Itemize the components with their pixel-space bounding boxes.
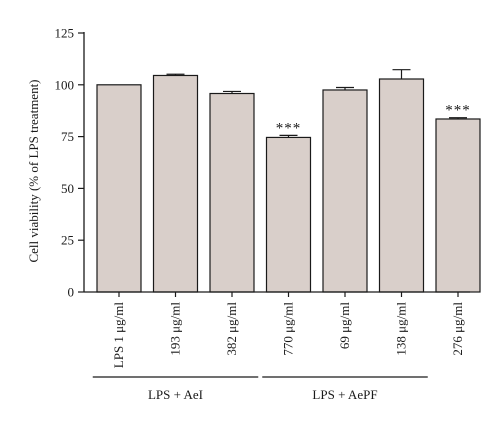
bar-6 (378, 78, 425, 293)
bar-5 (322, 89, 368, 293)
error-bar-6 (392, 69, 411, 79)
y-axis-label: Cell viability (% of LPS treatment) (26, 79, 41, 262)
x-category-labels-layer: LPS 1 μg/ml 193 μg/ml 382 μg/ml 770 μg/ml 69… (111, 292, 465, 368)
category-label-6: 138 μg/ml (394, 302, 409, 356)
significance-annotation-4: *** (276, 120, 302, 136)
category-label-3: 382 μg/ml (224, 302, 239, 356)
y-tick-label-50: 50 (61, 181, 74, 196)
bar-4 (265, 136, 312, 293)
axes-layer (83, 32, 470, 293)
bar-7 (435, 118, 481, 293)
category-label-2: 193 μg/ml (168, 302, 183, 356)
group-bracket-2: LPS + AePF (262, 376, 428, 402)
category-label-7: 276 μg/ml (450, 302, 465, 356)
category-label-4: 770 μg/ml (281, 302, 296, 356)
error-bar-4 (279, 134, 298, 138)
y-tick-label-75: 75 (61, 129, 74, 144)
group-label-2: LPS + AePF (312, 387, 377, 402)
significance-annotation-7: *** (445, 103, 471, 119)
error-bar-7 (449, 117, 467, 119)
y-tick-label-25: 25 (61, 233, 74, 248)
group-brackets-layer: LPS + AeI LPS + AePF (92, 376, 428, 402)
error-bar-5 (336, 86, 354, 90)
category-label-1: LPS 1 μg/ml (111, 302, 126, 369)
group-bracket-1: LPS + AeI (92, 376, 259, 402)
y-tick-label-125: 125 (55, 26, 75, 41)
y-ticks-layer: 0 25 50 75 100 125 (55, 26, 84, 300)
annotations-layer: *** *** (276, 103, 471, 137)
group-label-1: LPS + AeI (148, 387, 203, 402)
error-bar-3 (223, 90, 241, 94)
y-tick-label-100: 100 (55, 77, 75, 92)
bars-layer (96, 74, 481, 293)
bar-3 (209, 92, 255, 293)
error-bars-layer (166, 69, 467, 138)
category-label-5: 69 μg/ml (337, 302, 352, 349)
bar-1 (96, 84, 142, 293)
bar-2 (152, 74, 199, 293)
y-tick-label-0: 0 (68, 285, 75, 300)
error-bar-2 (166, 73, 185, 76)
